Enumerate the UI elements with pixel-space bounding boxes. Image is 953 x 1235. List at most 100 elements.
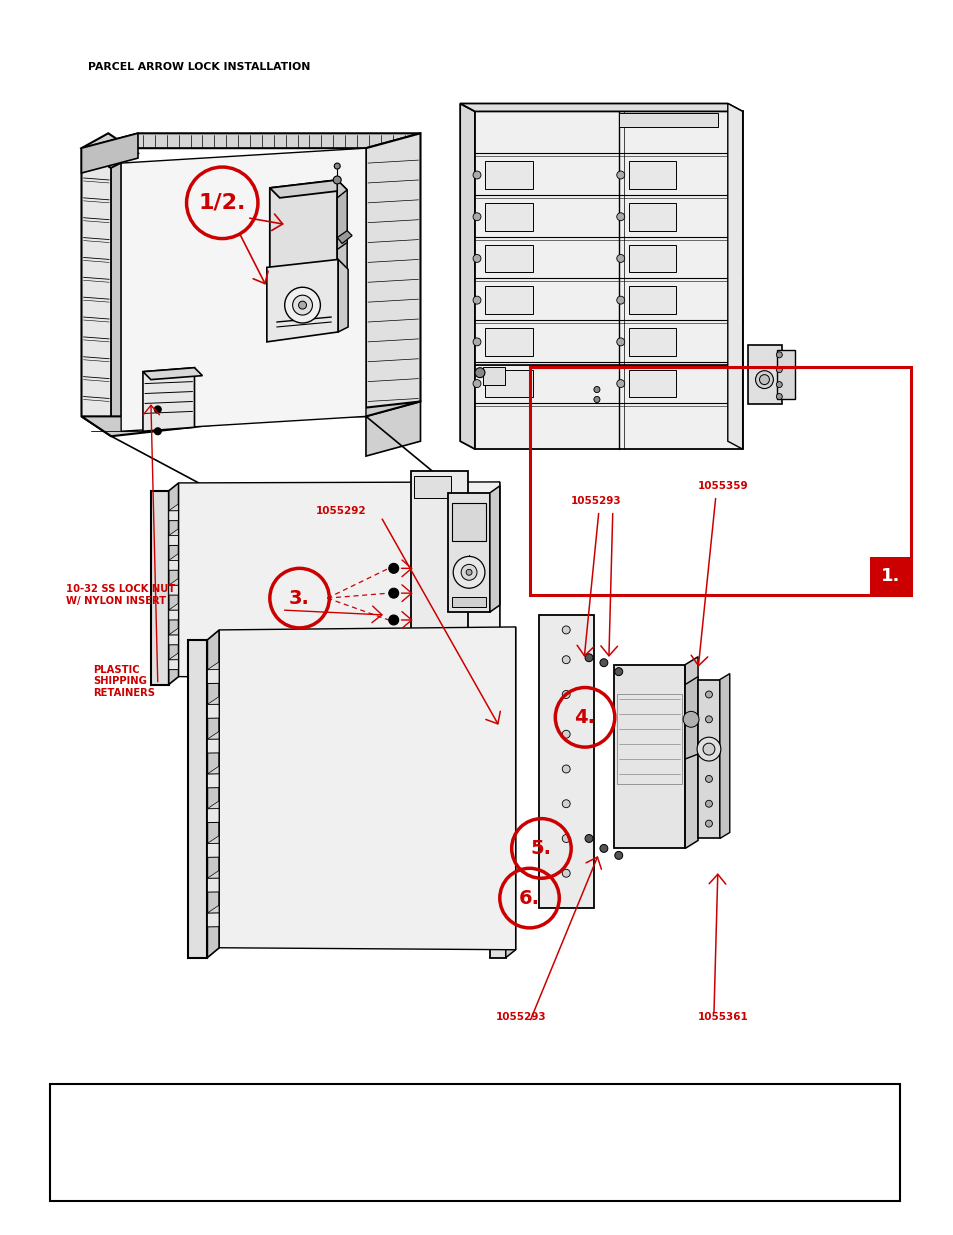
Text: PARCEL ARROW LOCK INSTALLATION: PARCEL ARROW LOCK INSTALLATION — [89, 62, 311, 72]
Polygon shape — [81, 133, 138, 168]
Text: 1.: 1. — [880, 567, 899, 585]
Circle shape — [599, 845, 607, 852]
Polygon shape — [112, 163, 121, 436]
Bar — [618, 114, 717, 127]
Polygon shape — [169, 483, 178, 684]
Circle shape — [473, 170, 480, 179]
Text: 1055293: 1055293 — [571, 495, 621, 506]
Polygon shape — [207, 699, 490, 719]
Circle shape — [473, 254, 480, 262]
Circle shape — [702, 743, 714, 755]
Polygon shape — [169, 601, 499, 610]
Circle shape — [334, 163, 340, 169]
Bar — [628, 287, 676, 314]
Circle shape — [614, 668, 622, 676]
Text: 1/2.: 1/2. — [198, 193, 246, 212]
Polygon shape — [336, 190, 347, 249]
Circle shape — [154, 427, 161, 435]
Text: 1055293: 1055293 — [496, 1013, 546, 1023]
Polygon shape — [747, 345, 781, 404]
Circle shape — [705, 776, 712, 783]
Circle shape — [293, 295, 313, 315]
Polygon shape — [270, 180, 336, 275]
Polygon shape — [207, 657, 516, 669]
Bar — [628, 369, 676, 398]
Polygon shape — [410, 471, 468, 650]
Polygon shape — [207, 831, 516, 844]
Circle shape — [460, 564, 476, 580]
Circle shape — [473, 212, 480, 221]
Polygon shape — [143, 368, 202, 379]
Bar — [414, 475, 451, 498]
Polygon shape — [207, 900, 516, 913]
Polygon shape — [81, 148, 112, 436]
Text: 5.: 5. — [531, 839, 552, 858]
Circle shape — [561, 835, 570, 842]
Circle shape — [617, 254, 624, 262]
Circle shape — [705, 800, 712, 808]
Polygon shape — [477, 489, 492, 688]
Circle shape — [333, 177, 341, 184]
Circle shape — [776, 367, 781, 373]
Text: 6.: 6. — [518, 889, 539, 908]
Bar — [617, 694, 681, 784]
Bar — [50, 1084, 900, 1200]
Bar — [628, 329, 676, 356]
Circle shape — [617, 338, 624, 346]
Bar — [484, 329, 532, 356]
Polygon shape — [207, 804, 490, 823]
Circle shape — [705, 716, 712, 722]
Polygon shape — [538, 615, 594, 908]
Circle shape — [776, 352, 781, 358]
Polygon shape — [169, 658, 477, 669]
Bar — [484, 161, 532, 189]
Text: PLASTIC
SHIPPING
RETAINERS: PLASTIC SHIPPING RETAINERS — [93, 664, 155, 698]
Circle shape — [755, 370, 773, 389]
Circle shape — [705, 692, 712, 698]
Polygon shape — [459, 104, 475, 450]
Text: 4.: 4. — [574, 708, 595, 727]
Polygon shape — [169, 534, 477, 546]
Text: 3.: 3. — [289, 589, 310, 608]
Polygon shape — [267, 259, 338, 342]
Circle shape — [475, 368, 484, 378]
Polygon shape — [178, 482, 499, 680]
Polygon shape — [169, 632, 477, 645]
Circle shape — [617, 379, 624, 388]
Circle shape — [561, 730, 570, 739]
Circle shape — [473, 296, 480, 304]
Polygon shape — [207, 630, 219, 957]
Circle shape — [389, 563, 398, 573]
Circle shape — [584, 835, 593, 842]
Circle shape — [561, 869, 570, 877]
Circle shape — [453, 557, 484, 588]
Polygon shape — [490, 635, 505, 957]
Polygon shape — [492, 482, 499, 688]
Circle shape — [617, 296, 624, 304]
Circle shape — [599, 658, 607, 667]
Bar — [484, 287, 532, 314]
Polygon shape — [207, 726, 516, 740]
Polygon shape — [207, 795, 516, 809]
Circle shape — [298, 301, 306, 309]
Circle shape — [561, 626, 570, 634]
Bar — [452, 598, 485, 608]
Polygon shape — [448, 493, 490, 613]
Circle shape — [682, 711, 699, 727]
Circle shape — [776, 382, 781, 388]
Text: 1055292: 1055292 — [315, 505, 366, 516]
Polygon shape — [490, 485, 499, 613]
Circle shape — [617, 212, 624, 221]
Polygon shape — [207, 873, 490, 892]
Polygon shape — [505, 627, 516, 957]
Circle shape — [776, 394, 781, 399]
Circle shape — [594, 396, 599, 403]
Polygon shape — [720, 673, 729, 839]
Polygon shape — [207, 769, 490, 788]
Bar — [777, 350, 795, 399]
Polygon shape — [169, 509, 477, 521]
Polygon shape — [121, 148, 366, 431]
Polygon shape — [188, 640, 207, 957]
Polygon shape — [207, 839, 490, 857]
Text: 1055359: 1055359 — [698, 480, 748, 490]
